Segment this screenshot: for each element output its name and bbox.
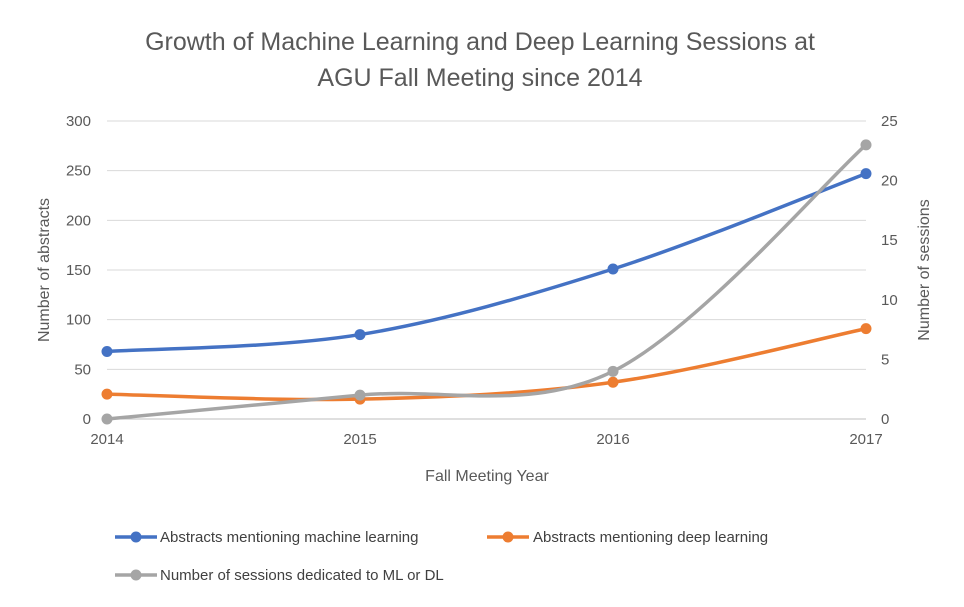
- legend-swatch-marker: [130, 569, 142, 581]
- legend-item-deep-learning: Abstracts mentioning deep learning: [487, 529, 768, 546]
- y2-tick-label: 20: [881, 173, 898, 190]
- data-point: [101, 388, 113, 400]
- legend-label: Number of sessions dedicated to ML or DL: [160, 567, 444, 584]
- y-tick-label: 150: [66, 262, 91, 279]
- y-tick-label: 50: [74, 361, 91, 378]
- y2-tick-label: 10: [881, 292, 898, 309]
- x-tick-label: 2015: [343, 431, 376, 448]
- data-point: [607, 263, 619, 275]
- data-point: [354, 329, 366, 341]
- data-point: [607, 365, 619, 377]
- legend-swatch-marker: [502, 531, 514, 543]
- y-tick-label: 200: [66, 212, 91, 229]
- series-line: [105, 143, 868, 421]
- data-point: [101, 345, 113, 357]
- legend-item-machine-learning: Abstracts mentioning machine learning: [115, 529, 418, 546]
- x-tick-label: 2014: [90, 431, 123, 448]
- legend: Abstracts mentioning machine learning Ab…: [115, 529, 768, 584]
- chart-title-line-2: AGU Fall Meeting since 2014: [317, 64, 642, 92]
- y-tick-label: 0: [83, 411, 91, 428]
- chart-title-line-1: Growth of Machine Learning and Deep Lear…: [145, 28, 815, 56]
- data-point: [101, 413, 113, 425]
- y2-tick-label: 15: [881, 232, 898, 249]
- legend-swatch-marker: [130, 531, 142, 543]
- y2-axis-title: Number of sessions: [916, 199, 933, 340]
- data-point: [860, 168, 872, 180]
- series-line: [105, 326, 868, 402]
- series-line: [105, 171, 868, 354]
- y2-tick-label: 0: [881, 411, 889, 428]
- y2-tick-label: 5: [881, 351, 889, 368]
- legend-label: Abstracts mentioning machine learning: [160, 529, 418, 546]
- legend-item-sessions: Number of sessions dedicated to ML or DL: [115, 567, 444, 584]
- x-tick-label: 2016: [596, 431, 629, 448]
- data-point: [860, 139, 872, 151]
- y-tick-label: 100: [66, 312, 91, 329]
- legend-label: Abstracts mentioning deep learning: [533, 529, 768, 546]
- data-point: [607, 376, 619, 388]
- x-axis-title: Fall Meeting Year: [425, 468, 549, 485]
- y2-tick-label: 25: [881, 113, 898, 130]
- y-tick-label: 300: [66, 113, 91, 130]
- data-point: [860, 323, 872, 335]
- y-axis-title: Number of abstracts: [36, 198, 53, 342]
- y-tick-label: 250: [66, 163, 91, 180]
- data-point: [354, 389, 366, 401]
- x-tick-label: 2017: [849, 431, 882, 448]
